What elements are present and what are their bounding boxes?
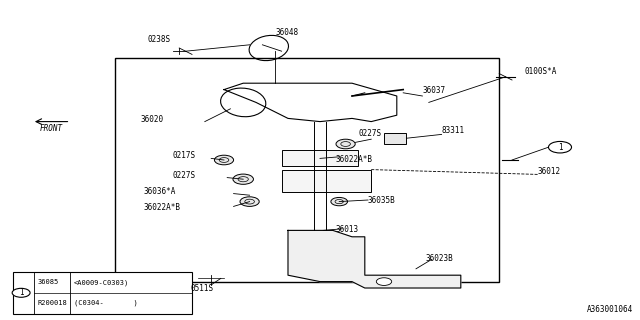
Text: <A0009-C0303): <A0009-C0303) <box>74 279 129 286</box>
Bar <box>282 170 371 192</box>
Text: 83311: 83311 <box>442 126 465 135</box>
Text: 36012: 36012 <box>538 167 561 176</box>
Text: 36037: 36037 <box>422 86 445 95</box>
Text: 36035B: 36035B <box>368 196 396 205</box>
Circle shape <box>336 139 355 149</box>
Circle shape <box>12 288 30 297</box>
Circle shape <box>548 141 572 153</box>
Text: 1: 1 <box>19 288 24 297</box>
Circle shape <box>214 155 234 165</box>
Text: 1: 1 <box>557 143 563 152</box>
Text: 0227S: 0227S <box>173 171 196 180</box>
Text: 36022A*B: 36022A*B <box>336 155 373 164</box>
Text: 36085: 36085 <box>37 279 58 285</box>
Bar <box>115 58 499 282</box>
Bar <box>384 133 406 144</box>
Circle shape <box>331 197 348 206</box>
Text: 0511S: 0511S <box>190 284 213 293</box>
Text: 0217S: 0217S <box>173 151 196 160</box>
Text: 36048: 36048 <box>275 28 298 37</box>
Text: 0227S: 0227S <box>358 129 381 138</box>
Text: 0238S: 0238S <box>147 35 170 44</box>
Text: A363001064: A363001064 <box>588 305 634 314</box>
Text: 36013: 36013 <box>336 225 359 234</box>
Text: 36022A*B: 36022A*B <box>144 203 181 212</box>
Circle shape <box>233 174 253 184</box>
Bar <box>13 272 192 314</box>
Bar <box>282 150 358 166</box>
Text: FRONT: FRONT <box>40 124 63 133</box>
Circle shape <box>240 197 259 206</box>
Polygon shape <box>288 230 461 288</box>
Text: 36023B: 36023B <box>426 254 453 263</box>
Text: (C0304-       ): (C0304- ) <box>74 300 138 307</box>
Text: R200018: R200018 <box>37 300 67 306</box>
Circle shape <box>376 278 392 285</box>
Text: 36036*A: 36036*A <box>144 187 177 196</box>
Text: 36020: 36020 <box>141 115 164 124</box>
Text: 0100S*A: 0100S*A <box>525 67 557 76</box>
